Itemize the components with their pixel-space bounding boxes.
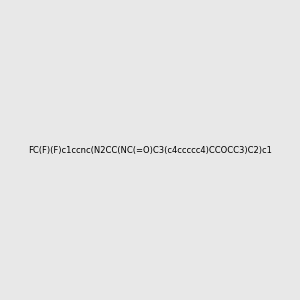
- Text: FC(F)(F)c1ccnc(N2CC(NC(=O)C3(c4ccccc4)CCOCC3)C2)c1: FC(F)(F)c1ccnc(N2CC(NC(=O)C3(c4ccccc4)CC…: [28, 146, 272, 154]
